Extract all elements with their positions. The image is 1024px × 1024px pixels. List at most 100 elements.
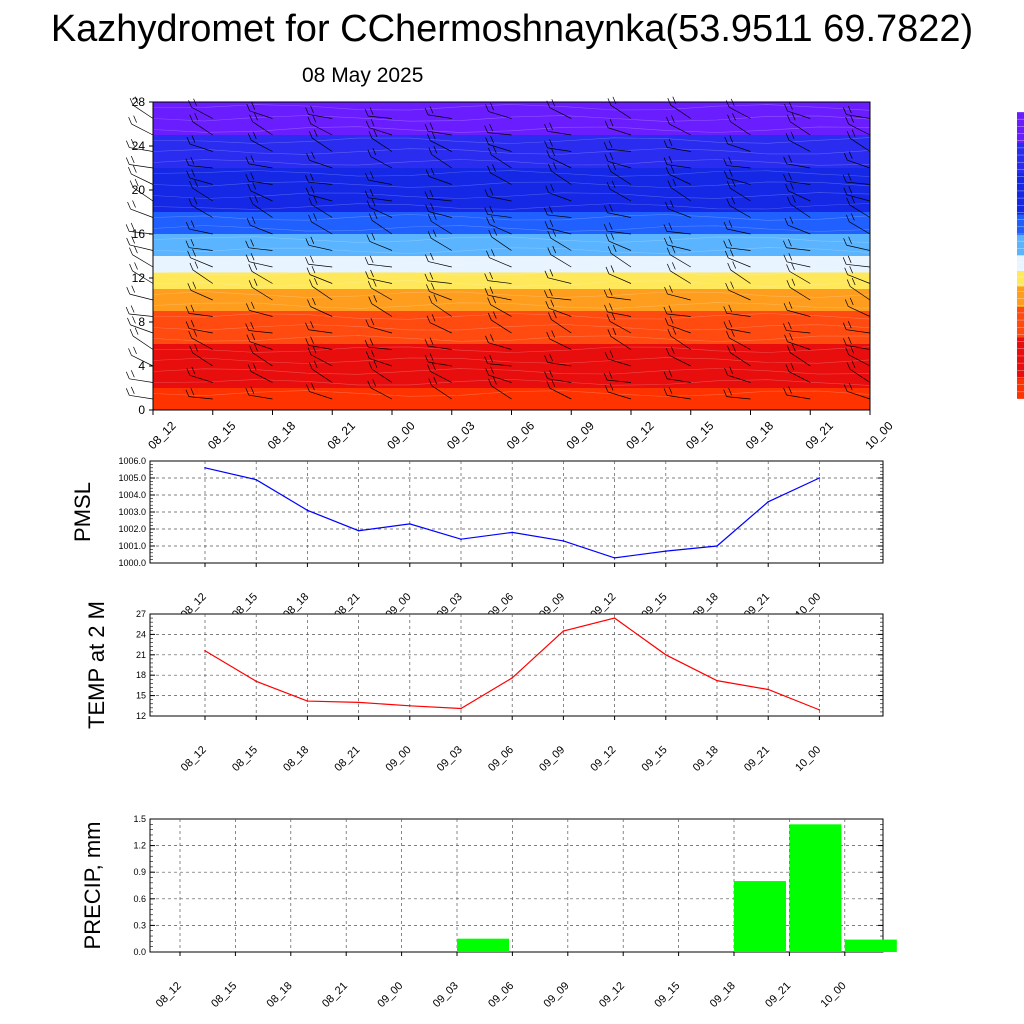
wind-barb [487,196,512,202]
contour-line [152,368,871,375]
chart-date: 08 May 2025 [302,64,424,87]
wind-barb [729,337,751,350]
wind-barb-flag [130,305,135,313]
wind-barb-flag [134,262,138,270]
wind-barb [248,394,273,400]
wind-barb [308,263,333,268]
wind-barb-flag [610,265,615,273]
wind-barb-flag [724,136,729,145]
wind-barb-flag [553,310,557,319]
wind-barb [667,147,691,152]
wind-barb [487,214,512,218]
wind-barb-flag [845,347,850,355]
wind-barb [786,309,811,317]
precip-bar [734,881,786,952]
wind-barb-flag [848,105,852,114]
wind-barb [728,289,751,301]
wind-barb-flag [127,201,131,210]
wind-barb-flag [663,371,668,379]
wind-barb-flag [846,279,851,287]
wind-barb-flag [792,195,796,203]
temp-xtick-label: 08_15 [230,744,260,774]
wind-barb-flag [424,107,429,116]
temp-panel: 12 15 18 21 24 27 08_12 08_15 08_18 08_21 09_00 09_… [84,601,884,774]
wind-barb-flag [190,387,195,396]
contour-line [152,335,870,342]
wind-barb-flag [546,331,550,340]
wind-barb-flag [433,145,438,154]
wind-barb-flag [432,362,436,371]
wind-barb [548,307,572,317]
wind-barb-flag [128,166,132,175]
wind-barb [431,154,452,169]
wind-barb [610,336,632,350]
wind-barb-flag [433,294,438,302]
wind-barb-flag [369,338,374,346]
wind-barb-flag [486,217,490,225]
wind-barb-flag [670,346,675,354]
wind-barb-flag [254,195,258,203]
wind-barb-flag [490,102,494,111]
wind-barb-flag [609,303,613,311]
pmsl-ytick-label: 1006.0 [118,456,146,466]
wind-barb [848,123,871,136]
wind-barb-flag [306,153,310,161]
wind-barb [547,297,572,301]
wind-barb [489,257,512,268]
wind-barb-flag [723,240,727,248]
wind-barb-flag [431,282,435,291]
wind-barb [730,121,751,136]
wind-barb [786,163,811,169]
wind-barb-flag [547,230,552,239]
wind-barb-flag [665,201,669,210]
wind-barb [430,140,452,152]
wind-barb-flag [134,178,139,187]
wind-barb-flag [664,317,669,326]
wind-barb-flag [492,311,497,319]
wind-barb-flag [310,236,315,244]
temp-xtick-label: 09_21 [742,744,772,774]
wind-barb-flag [189,180,193,189]
wind-barb-flag [789,216,794,224]
wind-barb-flag [668,370,673,378]
contour-line [152,291,871,298]
wind-barb-flag [842,174,847,183]
wind-barb-flag [429,122,434,130]
wind-barb [490,172,512,185]
wind-barb-flag [245,303,250,311]
wind-barb-flag [729,249,734,257]
wind-barb-flag [607,246,612,254]
wind-barb-flag [253,262,258,270]
wind-barb-flag [553,162,557,170]
wind-barb-flag [246,218,251,226]
wind-barb-flag [308,214,312,223]
wind-barb-flag [425,204,429,212]
wind-barb [371,138,393,152]
profile-xtick-label: 09_09 [563,418,597,452]
wind-barb [607,379,632,383]
wind-barb-flag [492,164,496,172]
wind-barb-flag [485,368,489,376]
temp-point [409,705,411,707]
pmsl-point [665,550,667,552]
wind-barb-flag [188,330,192,339]
temp-xtick-label: 08_12 [179,744,209,774]
profile-ytick-label: 24 [132,139,146,153]
wind-barb-flag [249,345,253,353]
wind-barb [248,330,273,334]
wind-barb [666,313,691,317]
wind-barb [490,304,512,317]
wind-barb [550,254,572,268]
wind-barb-flag [429,337,434,345]
chart-title: Kazhydromet for CChermoshnaynka(53.9511 … [50,8,974,50]
wind-barb-flag [544,221,549,229]
wind-barb-flag [603,223,608,232]
wind-barb-flag [252,362,257,371]
contour-line [152,302,871,309]
wind-barb [368,179,393,185]
wind-barb-flag [604,351,609,360]
wind-barb-flag [194,261,199,269]
wind-barb-flag [189,345,193,354]
wind-barb [189,375,213,383]
wind-barb-flag [253,278,258,286]
